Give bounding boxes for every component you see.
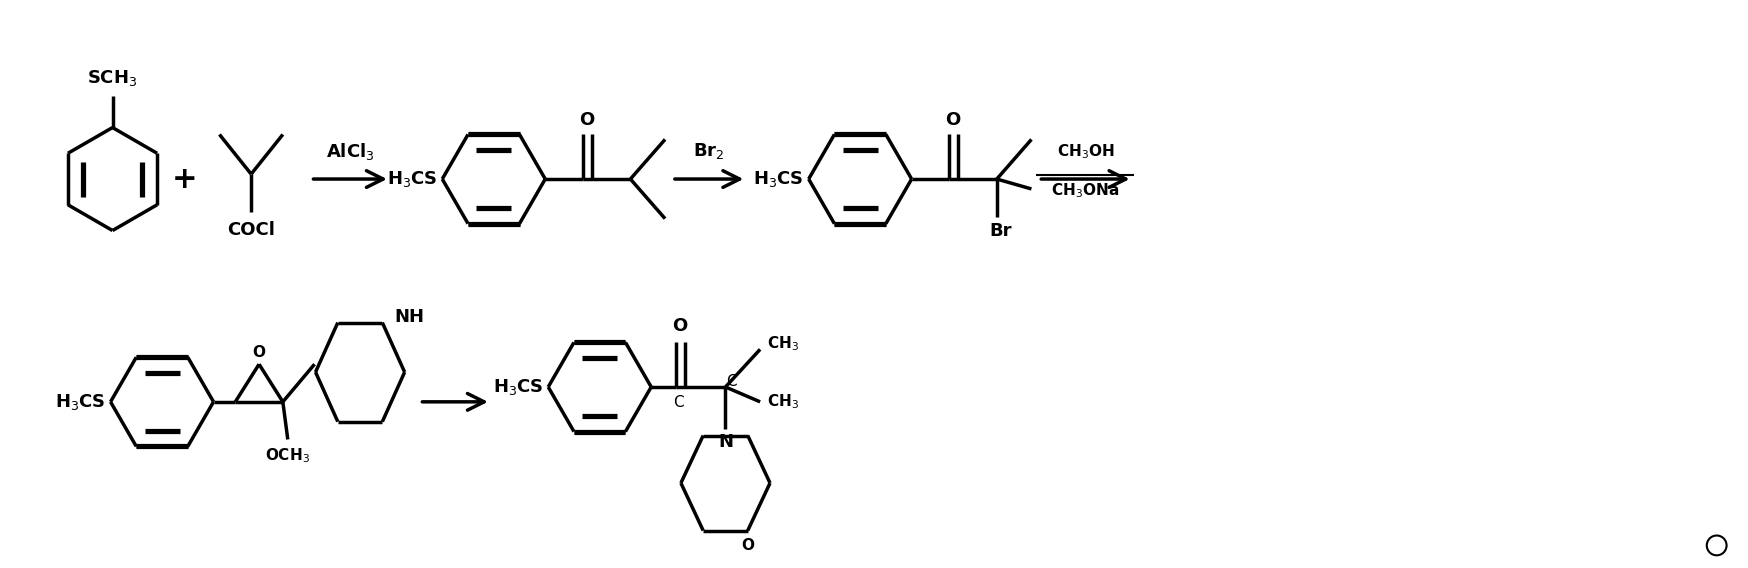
Text: SCH$_3$: SCH$_3$ [87, 68, 138, 88]
Text: NH: NH [395, 308, 425, 325]
Text: OCH$_3$: OCH$_3$ [266, 446, 309, 465]
Text: CH$_3$: CH$_3$ [767, 334, 799, 353]
Text: H$_3$CS: H$_3$CS [493, 377, 544, 397]
Text: Br$_2$: Br$_2$ [694, 141, 725, 161]
Text: H$_3$CS: H$_3$CS [753, 169, 804, 189]
Text: COCl: COCl [227, 220, 274, 239]
Text: CH$_3$OH: CH$_3$OH [1056, 142, 1113, 161]
Text: H$_3$CS: H$_3$CS [386, 169, 437, 189]
Text: Br: Br [989, 222, 1012, 240]
Text: CH$_3$: CH$_3$ [767, 392, 799, 411]
Text: AlCl$_3$: AlCl$_3$ [325, 141, 374, 162]
Text: +: + [171, 165, 198, 194]
Text: O: O [579, 111, 594, 128]
Text: O: O [741, 538, 753, 553]
Text: C: C [725, 374, 736, 389]
Text: O: O [946, 111, 961, 128]
Text: H$_3$CS: H$_3$CS [54, 392, 105, 412]
Text: O: O [673, 316, 687, 335]
Text: O: O [252, 345, 266, 360]
Text: C: C [673, 395, 683, 410]
Text: CH$_3$ONa: CH$_3$ONa [1051, 182, 1119, 201]
Text: N: N [718, 433, 732, 452]
